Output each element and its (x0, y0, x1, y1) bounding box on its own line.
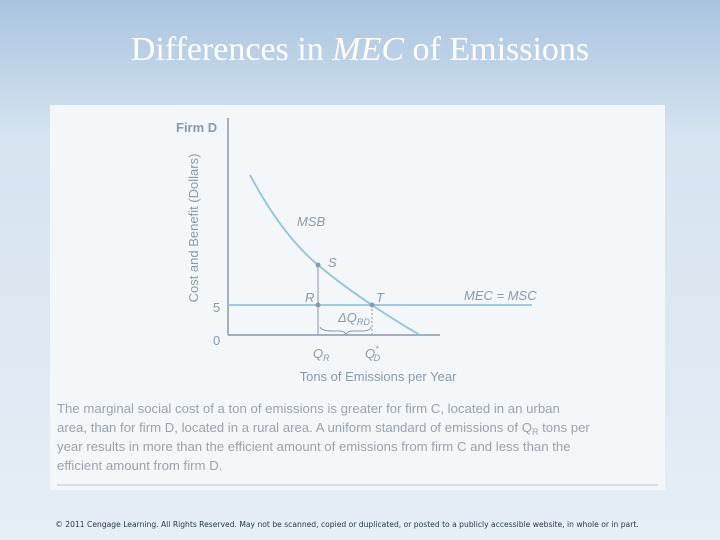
qd-sup: * (375, 344, 379, 354)
firm-label: Firm D (176, 120, 217, 135)
x-axis-label: Tons of Emissions per Year (300, 369, 457, 384)
qd-label: Q* D (365, 344, 381, 363)
y-axis-label: Cost and Benefit (Dollars) (186, 154, 201, 303)
caption-line: The marginal social cost of a ton of emi… (57, 401, 560, 416)
y-tick-label: 0 (213, 333, 220, 348)
s-label: S (328, 255, 337, 270)
point-r (315, 302, 321, 308)
qd-sub: D (374, 353, 381, 363)
title-text: Differences in (131, 31, 332, 68)
title-text: of Emissions (404, 31, 589, 68)
r-label: R (305, 290, 314, 305)
brace (319, 326, 372, 336)
qd-main: Q (365, 346, 375, 361)
title-italic: MEC (331, 31, 404, 68)
msb-label: MSB (297, 214, 326, 229)
slide-title: Differences in MEC of Emissions (131, 31, 589, 68)
caption-text: area, than for firm D, located in a rura… (57, 420, 532, 435)
point-s (315, 262, 321, 268)
delta-main: ΔQ (337, 310, 357, 325)
figure-panel (50, 105, 665, 490)
delta-sub: RD (357, 317, 370, 327)
caption-sub: R (532, 427, 539, 437)
point-t (369, 302, 375, 308)
caption-line: area, than for firm D, located in a rura… (57, 420, 590, 437)
copyright: © 2011 Cengage Learning. All Rights Rese… (55, 520, 638, 529)
t-label: T (376, 290, 385, 305)
caption-line: year results in more than the efficient … (57, 439, 571, 454)
delta-label: ΔQRD (337, 310, 370, 327)
qr-label: QR (313, 346, 330, 363)
y-tick-label: 5 (213, 300, 220, 315)
caption-line: efficient amount from firm D. (57, 458, 222, 473)
caption-text: tons per (538, 420, 590, 435)
qr-sub: R (323, 353, 330, 363)
mec-label: MEC = MSC (464, 288, 537, 303)
qr-main: Q (313, 346, 323, 361)
